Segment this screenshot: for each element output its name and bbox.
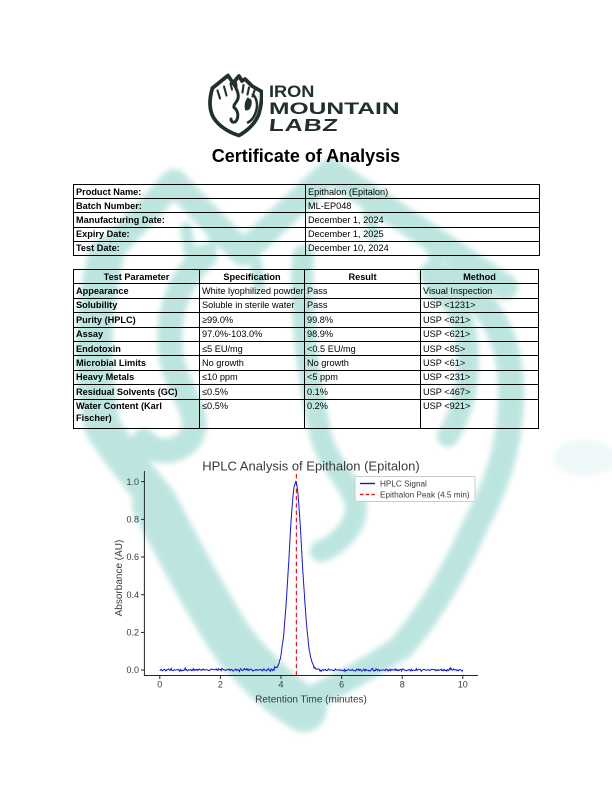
svg-text:0.2: 0.2 xyxy=(126,628,139,638)
svg-text:HPLC Signal: HPLC Signal xyxy=(380,480,427,489)
svg-text:2: 2 xyxy=(218,680,223,690)
svg-text:HPLC Analysis of Epithalon (Ep: HPLC Analysis of Epithalon (Epitalon) xyxy=(202,459,420,474)
svg-text:0.4: 0.4 xyxy=(126,590,139,600)
svg-text:0.8: 0.8 xyxy=(126,515,139,525)
svg-text:Absorbance (AU): Absorbance (AU) xyxy=(114,540,125,617)
svg-text:1.0: 1.0 xyxy=(126,477,139,487)
svg-text:0.6: 0.6 xyxy=(126,552,139,562)
svg-text:4: 4 xyxy=(278,680,283,690)
svg-text:Epithalon Peak (4.5 min): Epithalon Peak (4.5 min) xyxy=(380,491,470,500)
svg-text:8: 8 xyxy=(400,680,405,690)
svg-text:10: 10 xyxy=(458,680,468,690)
svg-text:6: 6 xyxy=(339,680,344,690)
svg-text:0.0: 0.0 xyxy=(126,665,139,675)
svg-text:Retention Time (minutes): Retention Time (minutes) xyxy=(255,695,367,706)
svg-text:0: 0 xyxy=(157,680,162,690)
